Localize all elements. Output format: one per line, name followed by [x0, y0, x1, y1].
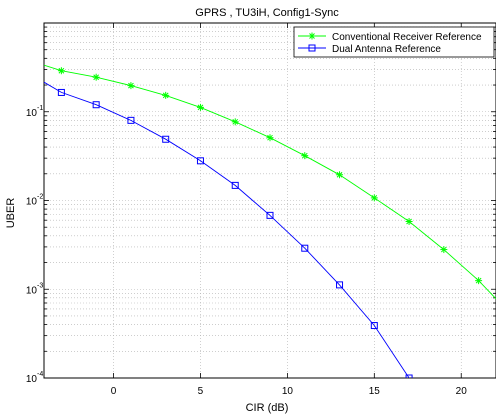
legend-item: Dual Antenna Reference: [298, 44, 441, 55]
data-point-star-marker: [308, 32, 316, 40]
x-tick-label: 5: [198, 386, 204, 397]
data-point-star-marker: [475, 277, 483, 285]
data-point-star-marker: [127, 82, 135, 90]
data-point-square-marker: [127, 116, 135, 124]
data-point-star-marker: [266, 134, 274, 142]
star-stroke: [301, 152, 308, 159]
data-point-square-marker: [196, 157, 204, 165]
data-point-square-marker: [231, 181, 239, 189]
star-stroke: [58, 67, 65, 74]
x-tick-label: 10: [282, 386, 294, 397]
star-stroke: [371, 195, 378, 201]
data-point-star-marker: [370, 194, 378, 202]
star-stroke: [93, 74, 100, 81]
star-stroke: [406, 218, 412, 225]
data-point-star-marker: [231, 118, 239, 126]
y-tick-label-base: 10: [26, 108, 38, 119]
star-stroke: [128, 82, 134, 89]
y-axis-label: UBER: [5, 198, 17, 229]
y-tick-label-exponent: -2: [37, 194, 43, 201]
chart-title: GPRS , TU3iH, Config1-Sync: [195, 7, 339, 19]
data-point-square-marker: [308, 44, 316, 52]
legend-label: Conventional Receiver Reference: [332, 32, 482, 43]
star-stroke: [475, 277, 482, 284]
data-point-square-marker: [57, 88, 65, 96]
data-point-square-marker: [370, 322, 378, 330]
data-point-square-marker: [266, 211, 274, 219]
y-tick-label: 10 -4: [26, 371, 43, 385]
data-point-square-marker: [92, 101, 100, 109]
series-line: [44, 81, 410, 378]
y-tick-label-base: 10: [26, 374, 38, 385]
data-point-star-marker: [92, 73, 100, 81]
data-point-star-marker: [196, 103, 204, 111]
series-0: [44, 64, 496, 300]
data-point-square-marker: [301, 244, 309, 252]
y-axis-ticks: 10-110-210-310-4: [26, 22, 496, 385]
star-stroke: [440, 246, 447, 253]
data-point-star-marker: [440, 246, 448, 254]
star-stroke: [162, 92, 169, 99]
y-tick-label-exponent: -1: [37, 105, 43, 112]
data-point-star-marker: [405, 217, 413, 225]
data-point-star-marker: [301, 152, 309, 160]
y-tick-label-exponent: -4: [37, 371, 43, 378]
legend-item: Conventional Receiver Reference: [298, 32, 482, 43]
star-stroke: [197, 104, 204, 111]
series-1: [44, 81, 413, 378]
y-tick-label: 10 -2: [26, 194, 43, 208]
x-tick-label: 15: [369, 386, 381, 397]
star-stroke: [232, 118, 239, 125]
data-point-square-marker: [162, 135, 170, 143]
y-tick-label: 10 -3: [26, 282, 43, 296]
star-stroke: [336, 171, 343, 178]
x-axis-label: CIR (dB): [246, 402, 289, 414]
x-tick-label: 0: [111, 386, 117, 397]
x-axis-ticks: 0 5 10 15 20: [111, 23, 467, 397]
legend-label: Dual Antenna Reference: [332, 44, 441, 55]
y-tick-label-base: 10: [26, 197, 38, 208]
y-tick-label-exponent: -3: [37, 282, 43, 289]
legend-box: [293, 26, 495, 58]
grid-lines: [44, 23, 496, 378]
star-stroke: [267, 134, 273, 141]
x-tick-label: 20: [456, 386, 468, 397]
data-point-square-marker: [336, 281, 344, 289]
data-point-square-marker: [405, 374, 413, 378]
data-point-star-marker: [336, 171, 344, 179]
y-tick-label: 10 -1: [26, 105, 43, 119]
star-stroke: [309, 33, 315, 39]
data-point-star-marker: [162, 91, 170, 99]
data-point-star-marker: [57, 67, 65, 75]
y-tick-label-base: 10: [26, 285, 38, 296]
